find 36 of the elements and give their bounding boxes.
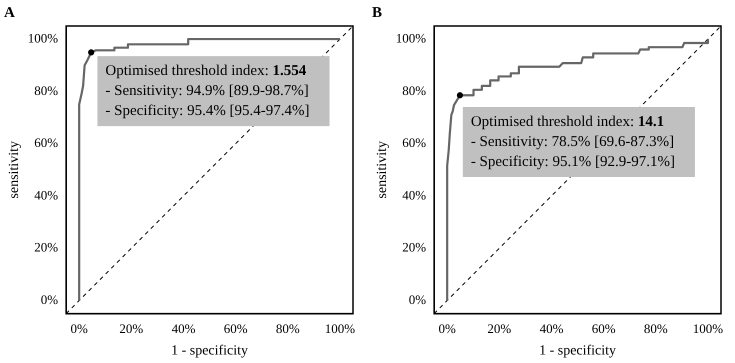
annotation: - Specificity: 95.4% [95.4-97.4%] [105,103,310,120]
x-tick-label: 100% [692,320,724,336]
annotation: Optimised threshold index: 14.1 [470,114,664,130]
x-axis-title: 1 - specificity [171,343,248,358]
y-tick-label: 60% [402,135,426,150]
annotation: - Sensitivity: 78.5% [69.6-87.3%] [470,134,674,150]
y-axis-title: sensitivity [7,141,22,199]
y-tick-label: 40% [402,187,426,202]
chart-title: B [372,4,382,21]
x-axis-title: 1 - specificity [539,343,616,358]
chart-title: A [4,4,15,21]
y-tick-label: 40% [34,187,58,202]
y-axis-title: sensitivity [375,141,390,199]
y-tick-label: 0% [40,292,58,307]
y-tick-label: 80% [34,82,58,98]
y-tick-label: 60% [34,135,58,150]
x-tick-label: 20% [487,320,512,336]
y-tick-label: 20% [402,240,426,255]
y-tick-label: 80% [402,82,426,98]
x-tick-label: 40% [172,320,196,336]
annotation: - Specificity: 95.1% [92.9-97.1%] [470,154,675,170]
x-tick-label: 100% [324,320,356,336]
x-tick-label: 60% [592,320,616,336]
y-tick-label: 100% [28,30,58,46]
x-tick-label: 40% [540,320,564,336]
x-tick-label: 20% [119,320,144,336]
annotation: - Sensitivity: 94.9% [89.9-98.7%] [105,83,309,100]
x-tick-label: 0% [70,320,88,336]
x-tick-label: 80% [644,320,668,336]
y-tick-label: 100% [396,30,426,46]
y-tick-label: 20% [34,240,58,255]
x-tick-label: 60% [224,320,248,336]
x-tick-label: 80% [276,320,300,336]
annotation: Optimised threshold index: 1.554 [105,62,307,80]
y-tick-label: 0% [408,292,426,307]
x-tick-label: 0% [438,320,456,336]
